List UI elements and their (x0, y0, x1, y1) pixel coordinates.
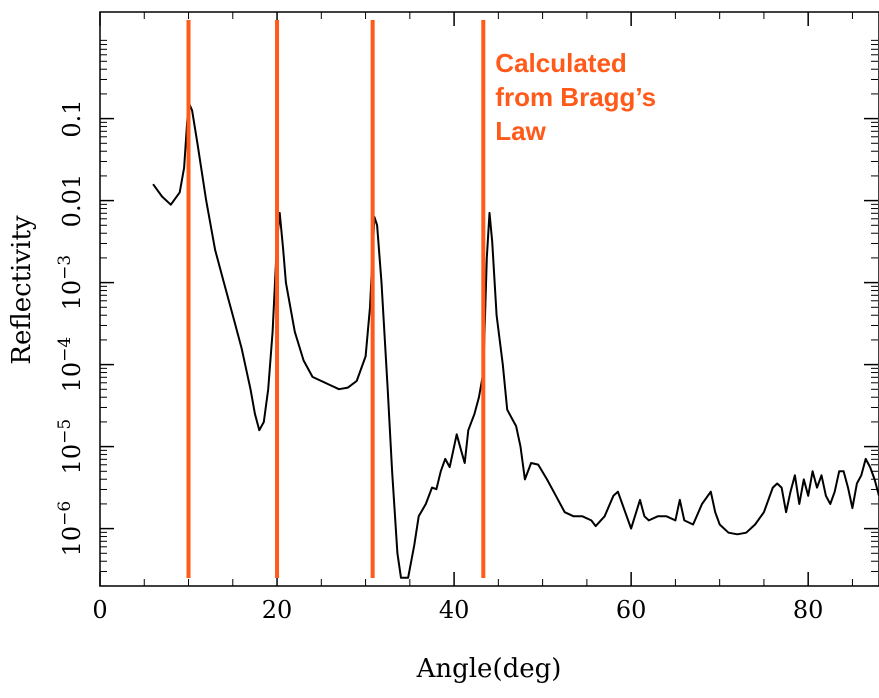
y-tick-label-5: 10−6 (55, 501, 86, 557)
plot-frame (99, 11, 879, 587)
y-tick-label-1: 0.01 (58, 174, 86, 227)
x-tick-label-20: 20 (262, 596, 293, 624)
y-tick-label-2: 10−3 (55, 255, 86, 311)
x-tick-labels: 0 20 40 60 80 (92, 596, 823, 624)
y-tick-label-3: 10−4 (55, 337, 86, 393)
x-tick-label-0: 0 (92, 596, 107, 624)
x-axis-title: Angle(deg) (416, 654, 562, 684)
x-tick-label-80: 80 (793, 596, 824, 624)
x-tick-label-40: 40 (439, 596, 470, 624)
y-axis-title: Reflectivity (7, 215, 37, 364)
annotation-line-3: Law (495, 116, 546, 146)
bragg-lines (186, 20, 486, 578)
y-tick-labels: 0.1 0.01 10−3 10−4 10−5 10−6 (55, 100, 86, 557)
y-tick-label-0: 0.1 (58, 100, 86, 138)
annotation: Calculated from Bragg’s Law (495, 48, 656, 146)
annotation-line-2: from Bragg’s (495, 82, 656, 112)
annotation-line-1: Calculated (495, 48, 627, 78)
reflectivity-series-line (152, 101, 879, 579)
minor-ticks (100, 12, 878, 587)
major-ticks (99, 12, 878, 586)
x-tick-label-60: 60 (616, 596, 647, 624)
y-tick-label-4: 10−5 (55, 419, 86, 475)
